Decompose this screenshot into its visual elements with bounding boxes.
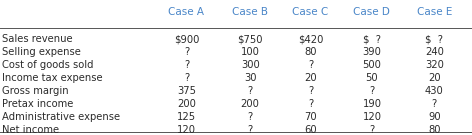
Text: 200: 200 <box>177 99 196 109</box>
Text: $  ?: $ ? <box>425 34 443 44</box>
Text: 60: 60 <box>304 125 317 135</box>
Text: ?: ? <box>247 86 253 96</box>
Text: ?: ? <box>308 86 313 96</box>
Text: 30: 30 <box>244 73 256 83</box>
Text: 375: 375 <box>177 86 196 96</box>
Text: Case C: Case C <box>293 7 329 17</box>
Text: 120: 120 <box>362 112 381 122</box>
Text: 80: 80 <box>304 47 317 57</box>
Text: $  ?: $ ? <box>363 34 381 44</box>
Text: Sales revenue: Sales revenue <box>2 34 73 44</box>
Text: Pretax income: Pretax income <box>2 99 74 109</box>
Text: 20: 20 <box>428 73 440 83</box>
Text: ?: ? <box>369 125 375 135</box>
Text: Gross margin: Gross margin <box>2 86 69 96</box>
Text: Selling expense: Selling expense <box>2 47 81 57</box>
Text: 120: 120 <box>177 125 196 135</box>
Text: $900: $900 <box>174 34 199 44</box>
Text: 390: 390 <box>362 47 381 57</box>
Text: Administrative expense: Administrative expense <box>2 112 120 122</box>
Text: 70: 70 <box>304 112 317 122</box>
Text: ?: ? <box>308 99 313 109</box>
Text: 190: 190 <box>362 99 381 109</box>
Text: Net income: Net income <box>2 125 59 135</box>
Text: Cost of goods sold: Cost of goods sold <box>2 60 94 70</box>
Text: 80: 80 <box>428 125 440 135</box>
Text: Case A: Case A <box>169 7 204 17</box>
Text: Case D: Case D <box>354 7 390 17</box>
Text: 430: 430 <box>425 86 444 96</box>
Text: $420: $420 <box>298 34 323 44</box>
Text: $750: $750 <box>237 34 263 44</box>
Text: 240: 240 <box>425 47 444 57</box>
Text: ?: ? <box>247 112 253 122</box>
Text: 500: 500 <box>362 60 381 70</box>
Text: 100: 100 <box>241 47 260 57</box>
Text: Income tax expense: Income tax expense <box>2 73 103 83</box>
Text: ?: ? <box>369 86 375 96</box>
Text: ?: ? <box>431 99 437 109</box>
Text: ?: ? <box>247 125 253 135</box>
Text: 90: 90 <box>428 112 440 122</box>
Text: 200: 200 <box>241 99 260 109</box>
Text: Case B: Case B <box>232 7 268 17</box>
Text: Case E: Case E <box>417 7 452 17</box>
Text: ?: ? <box>184 60 189 70</box>
Text: ?: ? <box>308 60 313 70</box>
Text: ?: ? <box>184 47 189 57</box>
Text: 50: 50 <box>366 73 378 83</box>
Text: 320: 320 <box>425 60 444 70</box>
Text: 125: 125 <box>177 112 196 122</box>
Text: 300: 300 <box>241 60 260 70</box>
Text: ?: ? <box>184 73 189 83</box>
Text: 20: 20 <box>304 73 317 83</box>
